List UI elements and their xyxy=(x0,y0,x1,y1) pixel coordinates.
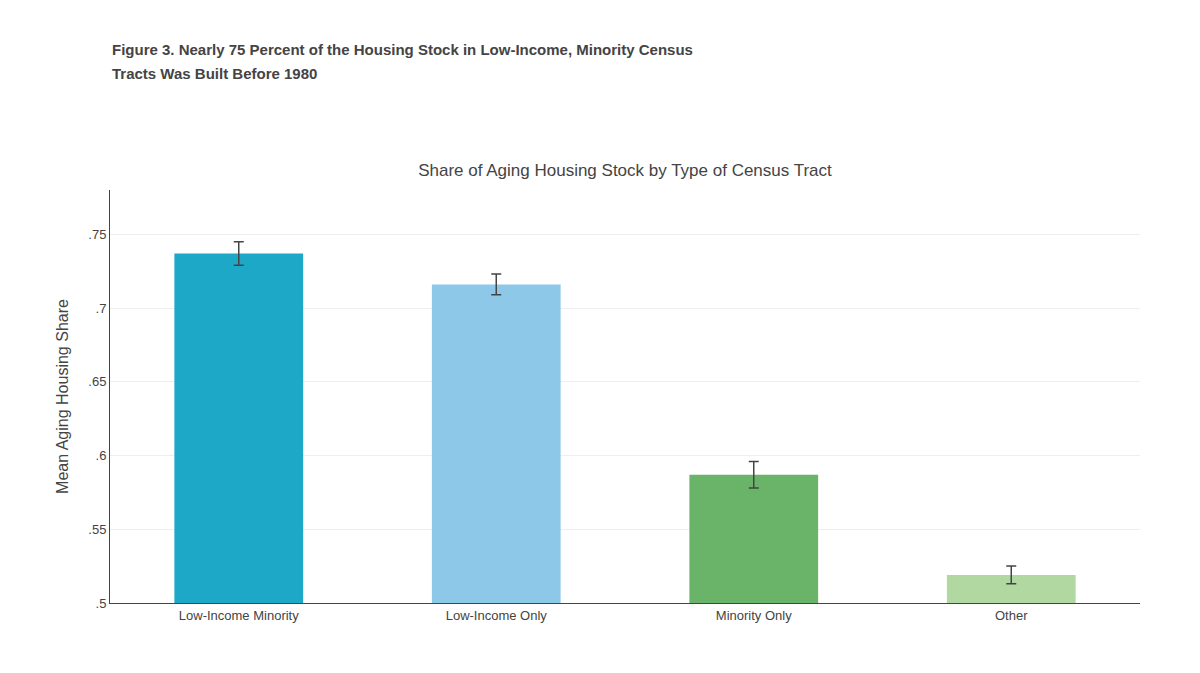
svg-text:Low-Income Only: Low-Income Only xyxy=(446,608,548,623)
svg-text:Mean Aging Housing Share: Mean Aging Housing Share xyxy=(54,299,71,494)
svg-text:Figure 3. Nearly 75 Percent of: Figure 3. Nearly 75 Percent of the Housi… xyxy=(112,41,693,58)
svg-text:.5: .5 xyxy=(96,596,107,611)
svg-text:.55: .55 xyxy=(88,522,106,537)
svg-text:Minority Only: Minority Only xyxy=(716,608,792,623)
svg-text:Tracts Was Built Before 1980: Tracts Was Built Before 1980 xyxy=(112,65,317,82)
svg-text:.7: .7 xyxy=(96,301,107,316)
svg-text:Other: Other xyxy=(995,608,1028,623)
svg-text:Low-Income Minority: Low-Income Minority xyxy=(179,608,299,623)
svg-text:.75: .75 xyxy=(88,227,106,242)
svg-text:Share of Aging Housing Stock b: Share of Aging Housing Stock by Type of … xyxy=(418,161,832,180)
svg-text:.6: .6 xyxy=(96,448,107,463)
svg-text:.65: .65 xyxy=(88,374,106,389)
